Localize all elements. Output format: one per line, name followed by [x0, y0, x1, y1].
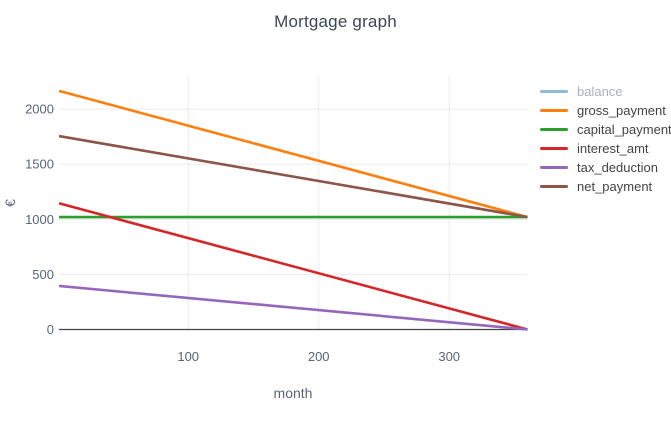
legend-item-capital_payment[interactable]: capital_payment — [540, 120, 671, 139]
y-tick-label: 500 — [32, 267, 54, 282]
legend-item-interest_amt[interactable]: interest_amt — [540, 139, 671, 158]
y-tick-label: 2000 — [25, 102, 54, 117]
legend-item-gross_payment[interactable]: gross_payment — [540, 101, 671, 120]
legend-swatch-balance — [540, 90, 568, 93]
legend-swatch-net_payment — [540, 185, 568, 188]
legend-swatch-capital_payment — [540, 128, 568, 131]
x-tick-label: 300 — [438, 349, 460, 364]
legend-label: gross_payment — [577, 103, 666, 118]
chart-title: Mortgage graph — [274, 12, 397, 31]
x-tick-label: 200 — [308, 349, 330, 364]
tick-labels: 100 200 300 0 500 1000 1500 2000 — [25, 102, 460, 364]
series-line-gross_payment — [58, 89, 528, 219]
y-tick-label: 1000 — [25, 212, 54, 227]
series-lines — [58, 89, 528, 331]
series-line-interest_amt — [58, 202, 528, 331]
series-line-net_payment — [58, 134, 528, 219]
legend-label: net_payment — [577, 179, 653, 194]
y-axis-title: € — [2, 199, 18, 207]
legend-label: balance — [577, 84, 623, 99]
legend-label: capital_payment — [577, 122, 671, 137]
legend-swatch-tax_deduction — [540, 166, 568, 169]
grid-layer — [59, 76, 528, 331]
series-line-tax_deduction — [58, 284, 528, 331]
legend-item-net_payment[interactable]: net_payment — [540, 177, 671, 196]
legend-item-tax_deduction[interactable]: tax_deduction — [540, 158, 671, 177]
legend-swatch-gross_payment — [540, 109, 568, 112]
y-tick-label: 1500 — [25, 157, 54, 172]
legend-label: interest_amt — [577, 141, 649, 156]
legend-label: tax_deduction — [577, 160, 658, 175]
legend-item-balance[interactable]: balance — [540, 82, 671, 101]
y-tick-label: 0 — [47, 322, 54, 337]
legend-swatch-interest_amt — [540, 147, 568, 150]
x-tick-label: 100 — [177, 349, 199, 364]
x-axis-title: month — [274, 385, 313, 401]
